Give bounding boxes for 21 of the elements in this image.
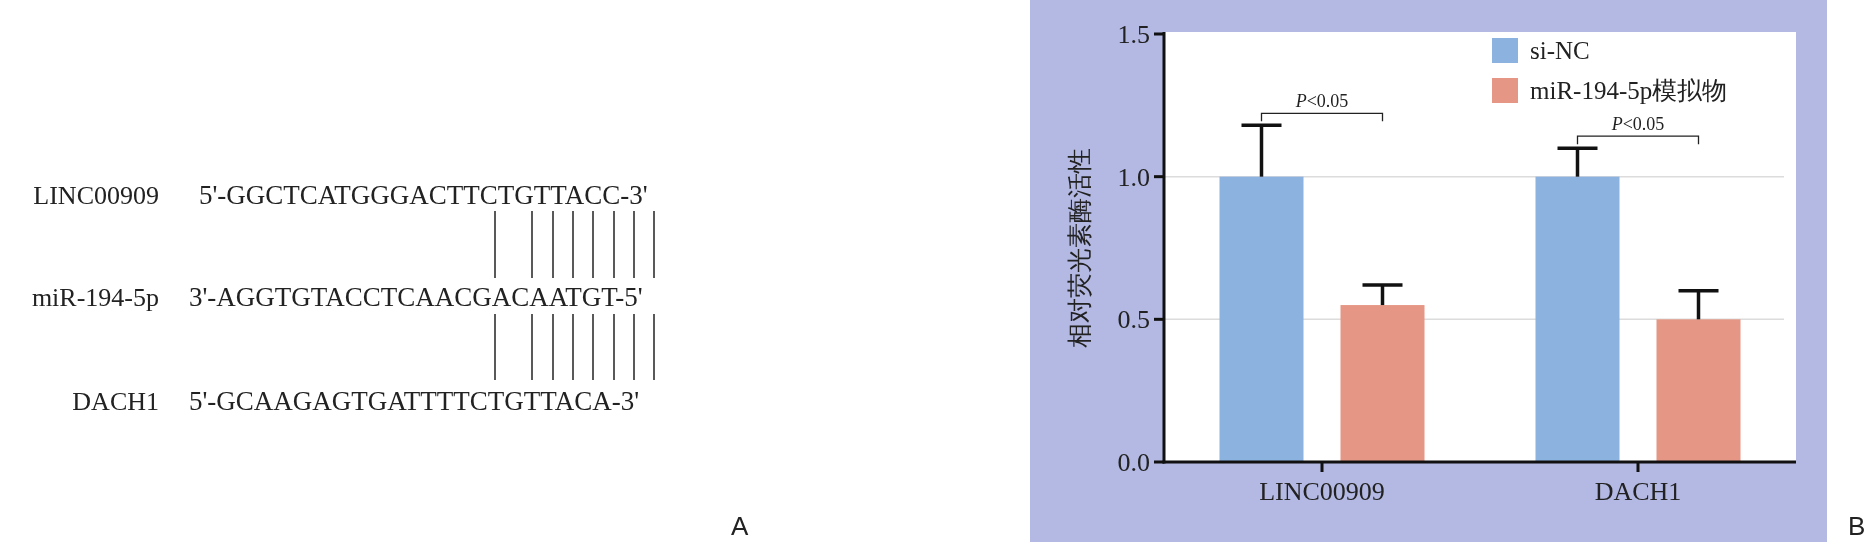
text: LINC00909 <box>33 181 159 210</box>
text: A <box>731 511 749 541</box>
y-tick-label: 1.5 <box>1117 20 1150 49</box>
legend-label: si-NC <box>1530 37 1590 64</box>
legend-label: miR-194-5p模拟物 <box>1530 77 1728 104</box>
annotation: P<0.05 <box>1294 91 1349 112</box>
y-tick-label: 0.0 <box>1117 448 1150 477</box>
bar <box>1340 305 1425 462</box>
bar <box>1219 176 1304 462</box>
bar <box>1656 319 1741 462</box>
text: 5'-GCAAGAGTGATTTTCTGTTACA-3' <box>189 386 640 416</box>
text: 5'-GGCTCATGGGACTTCTGTTACC-3' <box>199 180 648 210</box>
y-axis-title: 相对荧光素酶活性 <box>1066 148 1093 348</box>
bar <box>1535 176 1620 462</box>
y-tick-label: 0.5 <box>1117 305 1150 335</box>
text: 3'-AGGTGTACCTCAACGACAATGT-5' <box>189 282 643 312</box>
y-tick-label: 1.0 <box>1117 162 1150 192</box>
text: DACH1 <box>72 387 159 416</box>
annotation: P<0.05 <box>1610 114 1665 135</box>
text: miR-194-5p <box>31 283 159 312</box>
text: B <box>1848 511 1866 541</box>
